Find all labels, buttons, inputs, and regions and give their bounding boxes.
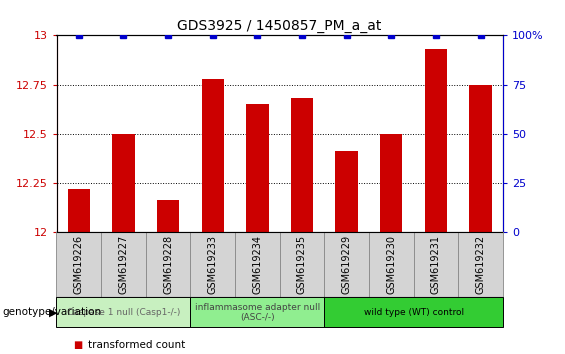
Text: GSM619235: GSM619235 (297, 235, 307, 294)
Bar (112, 133, 134, 232)
Text: GSM619226: GSM619226 (74, 235, 84, 294)
Bar (425, 49, 447, 232)
Bar (324, 232, 369, 297)
Text: ■: ■ (73, 340, 82, 350)
Bar (414, 232, 458, 297)
Bar (146, 232, 190, 297)
Text: GSM619227: GSM619227 (119, 235, 128, 294)
Text: GSM619230: GSM619230 (386, 235, 396, 294)
Bar (291, 98, 313, 232)
Bar (336, 151, 358, 232)
Text: GSM619231: GSM619231 (431, 235, 441, 294)
Text: ▶: ▶ (49, 307, 58, 318)
Text: genotype/variation: genotype/variation (3, 307, 102, 318)
Text: GSM619228: GSM619228 (163, 235, 173, 294)
Bar (157, 200, 179, 232)
Bar (56, 232, 101, 297)
Bar (280, 232, 324, 297)
Text: wild type (WT) control: wild type (WT) control (363, 308, 464, 317)
Bar (380, 133, 402, 232)
Bar (56, 297, 190, 327)
Bar (246, 104, 268, 232)
Bar (324, 297, 503, 327)
Bar (202, 79, 224, 232)
Bar (101, 232, 146, 297)
Text: GSM619233: GSM619233 (208, 235, 218, 294)
Text: inflammasome adapter null
(ASC-/-): inflammasome adapter null (ASC-/-) (195, 303, 320, 322)
Bar (190, 232, 235, 297)
Text: GSM619229: GSM619229 (342, 235, 351, 294)
Text: transformed count: transformed count (88, 340, 185, 350)
Bar (235, 232, 280, 297)
Text: Caspase 1 null (Casp1-/-): Caspase 1 null (Casp1-/-) (67, 308, 180, 317)
Bar (190, 297, 324, 327)
Title: GDS3925 / 1450857_PM_a_at: GDS3925 / 1450857_PM_a_at (177, 19, 382, 33)
Bar (369, 232, 414, 297)
Text: GSM619232: GSM619232 (476, 235, 485, 294)
Bar (458, 232, 503, 297)
Bar (68, 189, 90, 232)
Bar (470, 85, 492, 232)
Text: GSM619234: GSM619234 (253, 235, 262, 294)
